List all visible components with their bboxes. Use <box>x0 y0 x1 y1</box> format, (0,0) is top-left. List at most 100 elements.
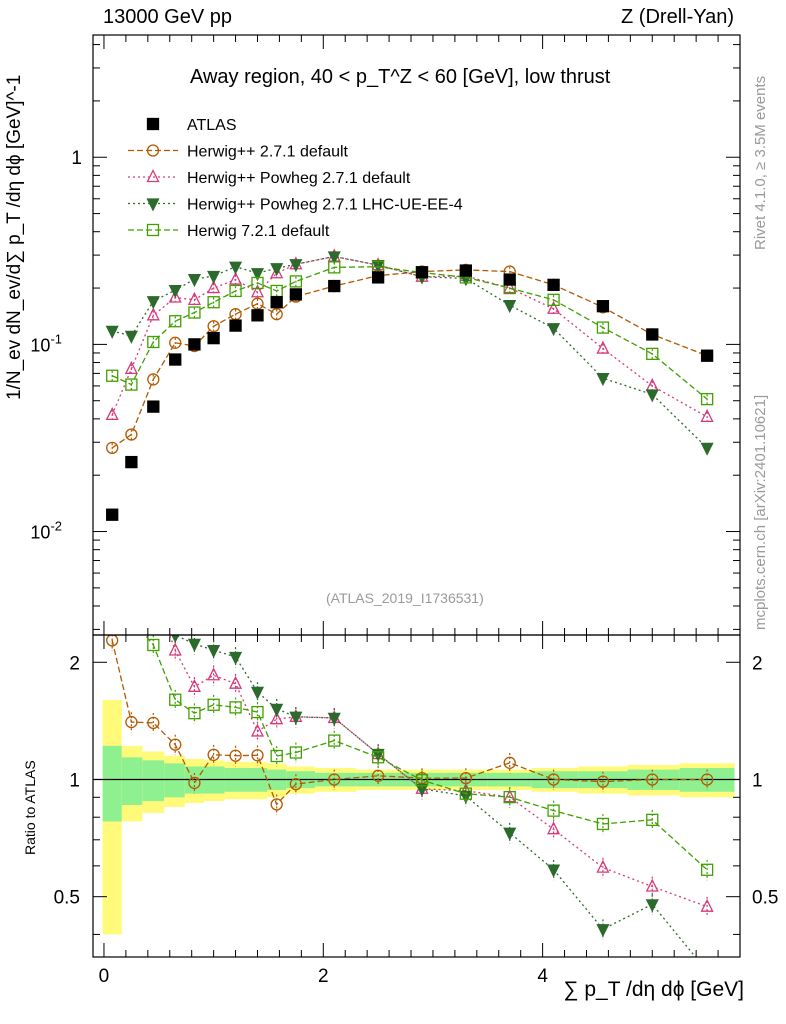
series-2-ratio-point <box>596 859 610 873</box>
series-0-point <box>106 508 119 521</box>
ratio-band-stat <box>102 745 122 822</box>
series-2-ratio-point <box>645 878 659 892</box>
series-2-ratio-point <box>270 711 284 725</box>
series-4-ratio-point <box>328 734 341 747</box>
series-3-ratio-line <box>174 635 697 957</box>
series-4-ratio-point <box>289 746 303 759</box>
ratio-tick-label-right: 0.5 <box>752 888 778 909</box>
legend-label: ATLAS <box>187 117 237 134</box>
series-2-ratio-point <box>187 678 201 692</box>
ratio-band-stat <box>142 760 165 802</box>
header-right: Z (Drell-Yan) <box>621 6 734 28</box>
series-2-ratio-line <box>168 635 708 908</box>
series-1-ratio-point <box>700 773 714 786</box>
series-3-point <box>645 389 659 403</box>
legend-marker <box>146 223 160 237</box>
series-1-ratio-point <box>229 749 242 762</box>
series-3-point <box>503 300 517 314</box>
series-4-point <box>596 321 610 334</box>
series-3-ratio-point <box>289 711 303 725</box>
legend-marker <box>146 169 160 183</box>
series-3-point <box>327 251 341 265</box>
series-0-point <box>125 455 138 469</box>
legend-label: Herwig 7.2.1 default <box>187 223 330 240</box>
series-4-ratio-point <box>371 751 385 764</box>
legend-marker <box>146 144 160 157</box>
series-1-ratio-point <box>106 635 119 647</box>
series-4-ratio-line <box>144 635 708 871</box>
legend-label: Herwig++ Powheg 2.7.1 default <box>187 170 411 187</box>
series-4-ratio-point <box>547 804 560 817</box>
series-4-point <box>169 315 182 328</box>
legend-marker <box>146 117 160 131</box>
series-2-point <box>700 408 714 423</box>
series-3-ratio-point <box>126 512 137 523</box>
ratio-band-stat <box>121 757 143 805</box>
series-0-point <box>188 338 201 351</box>
analysis-tag: (ATLAS_2019_I1736531) <box>326 590 484 606</box>
series-3-ratio-point <box>503 827 517 841</box>
series-1-ratio-point <box>289 777 303 791</box>
series-3-ratio-point <box>547 864 561 878</box>
x-tick-label: 4 <box>537 966 548 987</box>
series-2-ratio-point <box>250 723 265 737</box>
series-4-ratio-point <box>503 790 516 804</box>
y-tick-label: 1 <box>71 148 82 169</box>
series-3-ratio-point <box>596 924 610 938</box>
series-0-point <box>700 349 714 362</box>
series-2-ratio-point <box>547 821 561 835</box>
series-2-point <box>187 291 201 305</box>
series-3-point <box>289 259 303 273</box>
series-3-ratio-point <box>207 645 221 659</box>
series-2-ratio-point <box>126 579 137 590</box>
y-axis-label: 1/N_ev dN_ev/d∑ p_T /dη dϕ [GeV]^-1 <box>4 74 25 400</box>
series-3-point <box>146 296 160 310</box>
series-2-point <box>270 265 284 279</box>
header-left: 13000 GeV pp <box>103 6 232 28</box>
series-0-point <box>229 319 242 332</box>
series-4-line <box>111 266 708 400</box>
series-1-point <box>147 373 160 386</box>
series-2-line <box>111 255 708 418</box>
series-4-point <box>229 284 242 298</box>
y-tick-label: 10-1 <box>30 331 62 355</box>
series-3-point <box>547 323 561 337</box>
series-3-point <box>596 373 610 387</box>
series-4-point <box>700 392 714 406</box>
series-4-ratio-point <box>107 485 118 496</box>
legend-label: Herwig++ Powheg 2.7.1 LHC-UE-EE-4 <box>187 197 463 214</box>
series-4-ratio-point <box>270 749 283 763</box>
series-3-ratio-point <box>270 703 284 717</box>
series-1-ratio-point <box>270 798 283 811</box>
series-4-ratio-point <box>207 698 220 711</box>
series-4-point <box>251 276 264 290</box>
series-3-point <box>270 263 284 277</box>
series-4-ratio-point <box>229 701 242 714</box>
series-0-point <box>646 328 659 341</box>
series-4-ratio-point <box>459 787 472 800</box>
series-3-point <box>124 330 138 344</box>
series-1-ratio-point <box>646 773 659 786</box>
series-1-ratio-point <box>251 749 264 762</box>
series-3-line <box>112 255 708 449</box>
series-4-point <box>125 378 138 391</box>
series-4-point <box>188 306 201 319</box>
rivet-version: Rivet 4.1.0, ≥ 3.5M events <box>752 75 769 250</box>
series-1-ratio-point <box>547 773 560 786</box>
series-3-ratio-point <box>229 651 243 665</box>
series-2-ratio-point <box>207 667 221 681</box>
series-0-point <box>415 266 429 279</box>
series-3-point <box>229 261 243 275</box>
series-2-point <box>250 284 265 298</box>
series-2-point <box>596 340 610 354</box>
series-0-point <box>459 264 472 277</box>
series-0-point <box>503 273 516 286</box>
series-2-point <box>547 300 561 314</box>
series-4-point <box>646 347 659 361</box>
series-4-ratio-point <box>169 693 182 706</box>
series-1-ratio-point <box>169 738 182 751</box>
series-2-point <box>146 307 160 321</box>
series-1-ratio-point <box>188 776 201 790</box>
series-0-point <box>169 353 182 366</box>
